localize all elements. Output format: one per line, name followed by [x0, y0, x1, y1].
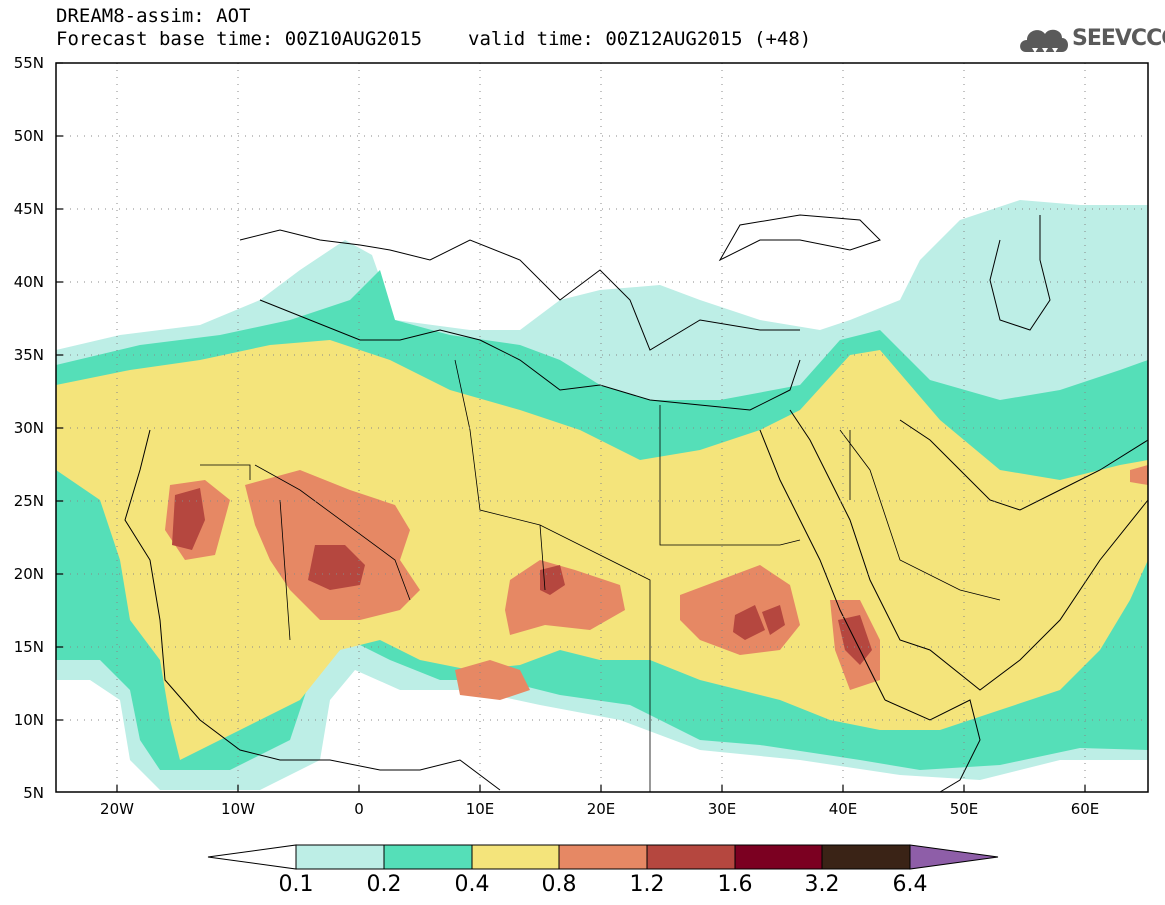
- coastline-gulf: [899, 419, 1148, 511]
- coastline-black-sea: [718, 214, 881, 262]
- colorbar-label-1-2: 1.2: [629, 872, 665, 897]
- forecast-base-time: Forecast base time: 00Z10AUG2015: [56, 28, 423, 50]
- borders: [200, 359, 1001, 792]
- map-title: DREAM8-assim: AOT: [56, 5, 251, 27]
- colorbar-swatch-0-8: [558, 844, 648, 870]
- aot-contour-0-8: [165, 465, 1148, 700]
- lat-label-45n: 45N: [13, 200, 44, 218]
- gridlines: [56, 63, 1148, 792]
- lon-label-30e: 30E: [707, 800, 737, 818]
- lat-label-55n: 55N: [13, 54, 44, 72]
- valid-time: valid time: 00Z12AUG2015 (+48): [468, 28, 812, 50]
- cloud-icon: [1020, 29, 1068, 53]
- colorbar-label-0-8: 0.8: [541, 872, 577, 897]
- axis-ticks: [56, 62, 1086, 792]
- coastline-horn-of-africa: [884, 699, 981, 792]
- colorbar-swatch-above-6-4: [909, 844, 999, 870]
- lon-label-20e: 20E: [586, 800, 616, 818]
- lon-label-60e: 60E: [1070, 800, 1100, 818]
- colorbar-label-0-1: 0.1: [278, 872, 314, 897]
- colorbar-swatch-below-0-1: [207, 844, 297, 870]
- coastline-west-africa: [124, 429, 501, 791]
- coastline-caspian: [989, 215, 1051, 331]
- lat-label-35n: 35N: [13, 346, 44, 364]
- colorbar-label-0-2: 0.2: [366, 872, 402, 897]
- lon-label-0: 0: [354, 800, 364, 818]
- lon-label-40e: 40E: [828, 800, 858, 818]
- colorbar-label-1-6: 1.6: [717, 872, 753, 897]
- coastlines-and-borders: [124, 214, 1148, 792]
- colorbar-swatch-0-1: [295, 844, 385, 870]
- colorbar-swatch-0-2: [383, 844, 473, 870]
- logo-text: SEEVCCC: [1072, 26, 1165, 51]
- aot-contour-1-2: [172, 488, 872, 665]
- lat-label-10n: 10N: [13, 711, 44, 729]
- lon-label-10e: 10E: [465, 800, 495, 818]
- coastline-red-sea: [759, 409, 1148, 701]
- colorbar-label-6-4: 6.4: [892, 872, 928, 897]
- colorbar-label-0-4: 0.4: [454, 872, 490, 897]
- aot-field: [56, 200, 1148, 790]
- lat-label-25n: 25N: [13, 492, 44, 510]
- lon-label-50e: 50E: [949, 800, 979, 818]
- lat-label-15n: 15N: [13, 638, 44, 656]
- coastline-mediterranean: [259, 299, 801, 411]
- colorbar-swatch-0-4: [471, 844, 560, 870]
- colorbar-swatch-1-6: [734, 844, 823, 870]
- lat-label-20n: 20N: [13, 565, 44, 583]
- colorbar: [207, 844, 999, 870]
- colorbar-swatch-1-2: [646, 844, 736, 870]
- lat-label-30n: 30N: [13, 419, 44, 437]
- lon-label-20w: 20W: [100, 800, 134, 818]
- lat-label-50n: 50N: [13, 127, 44, 145]
- seevccc-logo: SEEVCCC: [1018, 22, 1165, 58]
- coastline-europe: [239, 229, 800, 351]
- lat-label-5n: 5N: [23, 784, 44, 802]
- lat-label-40n: 40N: [13, 273, 44, 291]
- lon-label-10w: 10W: [221, 800, 255, 818]
- colorbar-swatch-3-2: [821, 844, 911, 870]
- map-subtitle: Forecast base time: 00Z10AUG2015 valid ti…: [56, 29, 811, 49]
- colorbar-label-3-2: 3.2: [804, 872, 840, 897]
